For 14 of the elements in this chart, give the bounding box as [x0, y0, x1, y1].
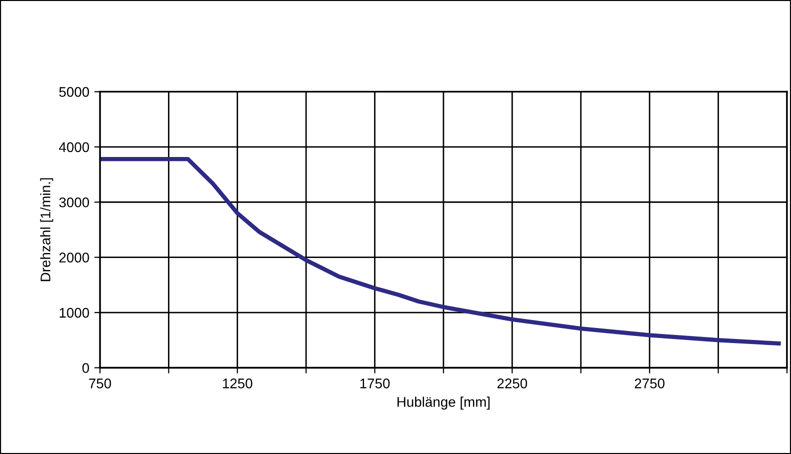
y-tick-label: 4000 — [58, 142, 90, 152]
y-tick-label: 0 — [82, 363, 90, 373]
x-tick-label: 2750 — [634, 378, 664, 388]
x-tick-label: 1250 — [222, 378, 252, 388]
line-series — [100, 156, 781, 346]
x-tick-label: 2250 — [497, 378, 528, 388]
y-axis-title: Drehzahl [1/min.] — [40, 178, 54, 282]
y-tick-label: 2000 — [59, 252, 90, 262]
x-tick-label: 1750 — [360, 378, 390, 388]
y-tick-label: 5000 — [59, 87, 90, 97]
x-tick-label: 750 — [89, 378, 112, 388]
y-tick-label: 1000 — [60, 308, 90, 318]
x-axis-title: Hublänge [mm] — [398, 396, 490, 410]
y-tick-label: 3000 — [59, 197, 90, 208]
